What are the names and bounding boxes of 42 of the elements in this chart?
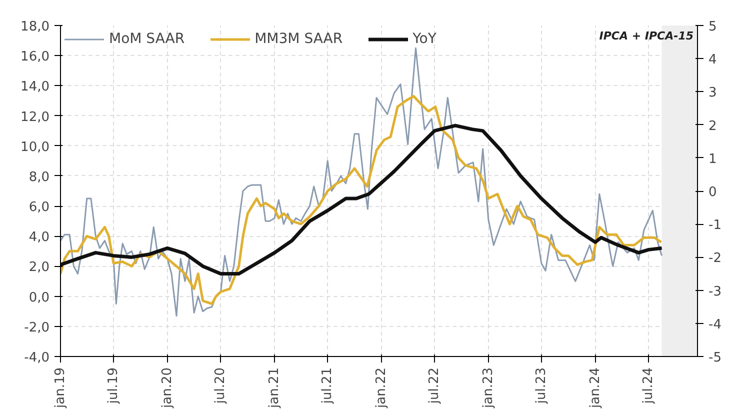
y2-tick-label: 4 (708, 52, 717, 68)
x-tick-label: jan.20 (160, 367, 175, 409)
y2-tick-label: 1 (708, 152, 717, 167)
line-series (60, 94, 662, 306)
x-tick-label: jan.24 (588, 367, 603, 409)
line-series (60, 47, 663, 317)
y-tick-label: -2,0 (24, 320, 50, 336)
x-tick-label: jul.20 (213, 367, 228, 405)
y-tick-label: 10,0 (20, 140, 50, 155)
y-tick-label: 6,0 (28, 200, 50, 216)
x-tick-label: jan.21 (267, 367, 282, 409)
y2-tick-label: 3 (708, 86, 717, 101)
y-tick-label: 2,0 (28, 260, 50, 276)
y2-tick-label: 5 (708, 20, 717, 34)
legend-label: YoY (412, 31, 436, 47)
y2-tick-label: -5 (708, 350, 722, 366)
x-tick-label: jul.23 (534, 367, 549, 405)
x-tick-label: jul.21 (320, 367, 336, 405)
y-tick-label: 12,0 (20, 110, 50, 125)
y-tick-label: 0,0 (28, 290, 50, 306)
y-tick-label: 14,0 (20, 80, 50, 95)
x-tick-label: jan.22 (374, 367, 389, 409)
line-series (60, 124, 664, 276)
y-tick-label: 16,0 (20, 50, 50, 65)
legend-label: MM3M SAAR (254, 31, 343, 47)
x-tick-label: jul.22 (427, 367, 442, 405)
y2-tick-label: -2 (708, 251, 722, 266)
y2-tick-label: -1 (708, 218, 722, 234)
y-tick-label: 8,0 (28, 170, 50, 185)
x-tick-label: jan.23 (480, 367, 496, 409)
y2-tick-label: 2 (708, 118, 717, 134)
y-tick-label: 18,0 (20, 20, 50, 34)
legend-label: MoM SAAR (109, 31, 185, 47)
y-tick-label: 4,0 (28, 230, 50, 246)
y2-tick-label: -3 (708, 284, 722, 300)
y2-tick-label: -4 (708, 317, 722, 332)
x-tick-label: jul.24 (641, 367, 656, 405)
x-tick-label: jul.19 (106, 367, 122, 405)
annotation: IPCA + IPCA-15 (599, 30, 694, 42)
y-tick-label: -4,0 (24, 350, 50, 366)
x-tick-label: jan.19 (53, 367, 68, 409)
y2-tick-label: 0 (708, 185, 717, 200)
